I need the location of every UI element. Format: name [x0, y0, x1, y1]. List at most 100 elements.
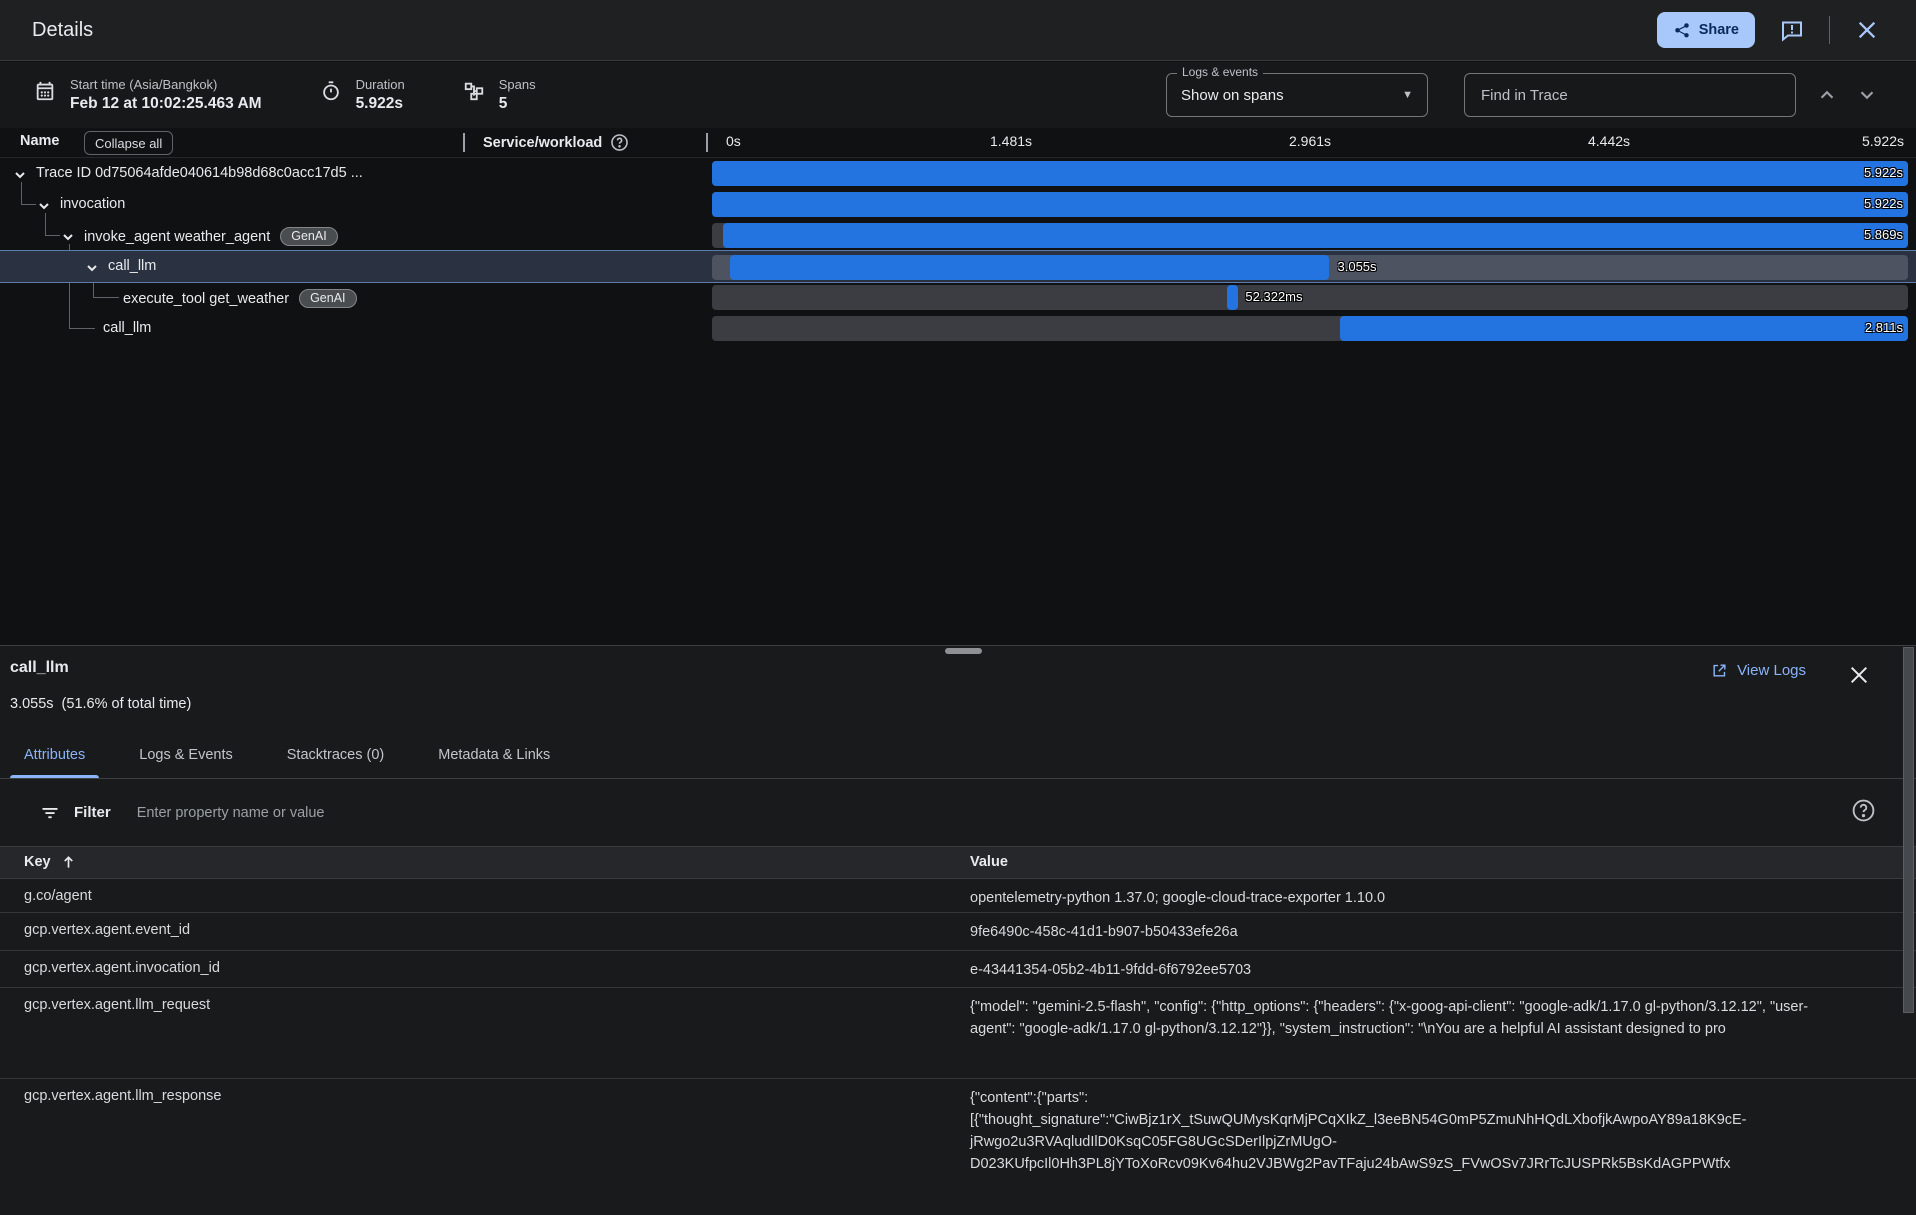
tabs-divider	[0, 778, 1916, 779]
span-row-trace[interactable]: Trace ID 0d75064afde040614b98d68c0acc17d…	[0, 158, 1916, 189]
span-name: execute_tool get_weather GenAI	[123, 289, 357, 308]
logs-events-value: Show on spans	[1181, 86, 1284, 104]
attribute-value: {"model": "gemini-2.5-flash", "config": …	[970, 999, 1809, 1037]
key-header-label: Key	[24, 854, 51, 870]
tree-connector	[45, 213, 60, 236]
attribute-key: g.co/agent	[24, 888, 92, 904]
filter-label: Filter	[74, 804, 111, 821]
value-column-header: Value	[970, 854, 1008, 870]
selected-span-duration: 3.055s (51.6% of total time)	[10, 696, 191, 712]
column-divider	[706, 133, 708, 152]
attribute-row[interactable]: gcp.vertex.agent.invocation_id e-4344135…	[0, 951, 1916, 988]
span-bar-track: 3.055s	[712, 255, 1908, 280]
service-column-header: Service/workload	[483, 133, 629, 152]
duration-value: 5.922s	[355, 95, 403, 112]
feedback-icon[interactable]	[1777, 15, 1807, 45]
column-divider	[463, 133, 465, 152]
attribute-value: {"content":{"parts": [{"thought_signatur…	[970, 1090, 1747, 1172]
span-bar[interactable]: 5.922s	[712, 161, 1908, 186]
span-duration-value: 3.055s	[10, 696, 54, 712]
trace-summary-toolbar: Start time (Asia/Bangkok) Feb 12 at 10:0…	[0, 62, 1916, 128]
share-button[interactable]: Share	[1656, 12, 1755, 48]
tick-label: 4.442s	[1587, 133, 1631, 149]
attribute-row[interactable]: gcp.vertex.agent.event_id 9fe6490c-458c-…	[0, 913, 1916, 951]
tab-stacktraces[interactable]: Stacktraces (0)	[285, 732, 387, 778]
logs-events-select[interactable]: Logs & events Show on spans ▼	[1166, 65, 1428, 117]
attribute-key: gcp.vertex.agent.llm_response	[24, 1088, 222, 1104]
span-row-invocation[interactable]: invocation 5.922s	[0, 189, 1916, 220]
span-name: invoke_agent weather_agent GenAI	[84, 227, 338, 246]
filter-input[interactable]	[136, 804, 1882, 821]
attribute-row[interactable]: gcp.vertex.agent.llm_response {"content"…	[0, 1079, 1916, 1215]
span-duration: 3.055s	[1337, 259, 1377, 274]
timer-icon	[320, 80, 342, 107]
find-previous-button[interactable]	[1812, 80, 1842, 110]
help-icon[interactable]	[610, 133, 629, 152]
span-duration-percent: (51.6% of total time)	[61, 696, 192, 712]
key-column-header[interactable]: Key	[24, 854, 76, 870]
chevron-down-icon: ▼	[1402, 89, 1413, 101]
genai-badge: GenAI	[280, 227, 338, 246]
span-name: Trace ID 0d75064afde040614b98d68c0acc17d…	[36, 165, 363, 181]
span-bar[interactable]: 2.811s	[1339, 316, 1908, 341]
tree-connector	[21, 182, 36, 205]
span-duration: 5.869s	[1863, 227, 1903, 242]
duration-summary: Duration 5.922s	[320, 76, 405, 114]
chevron-down-icon[interactable]	[62, 230, 74, 242]
collapse-all-button[interactable]: Collapse all	[84, 131, 174, 155]
span-bar[interactable]: 5.869s	[722, 223, 1908, 248]
span-duration: 52.322ms	[1245, 289, 1303, 304]
attributes-table-body: g.co/agent opentelemetry-python 1.37.0; …	[0, 879, 1916, 1215]
find-in-trace-input[interactable]	[1464, 73, 1796, 117]
span-row-call-llm-selected[interactable]: call_llm 3.055s	[0, 250, 1916, 283]
chevron-down-icon[interactable]	[38, 199, 50, 211]
chevron-down-icon[interactable]	[86, 261, 98, 273]
panel-scrollbar[interactable]	[1903, 647, 1914, 1013]
divider	[1829, 16, 1830, 44]
span-row-invoke-agent[interactable]: invoke_agent weather_agent GenAI 5.869s	[0, 220, 1916, 251]
span-bar-track: 52.322ms	[712, 285, 1908, 310]
span-duration: 5.922s	[1863, 196, 1903, 211]
start-time-label: Start time (Asia/Bangkok)	[70, 77, 218, 92]
waterfall-column-header: Name Collapse all Service/workload 0s 1.…	[0, 128, 1916, 158]
panel-close-icon[interactable]	[1844, 660, 1874, 690]
span-bar[interactable]	[729, 255, 1330, 280]
panel-tabs: Attributes Logs & Events Stacktraces (0)…	[9, 732, 1916, 778]
tab-metadata-links[interactable]: Metadata & Links	[436, 732, 552, 778]
close-icon[interactable]	[1852, 15, 1882, 45]
attribute-key: gcp.vertex.agent.event_id	[24, 922, 191, 938]
attribute-value: opentelemetry-python 1.37.0; google-clou…	[970, 890, 1386, 906]
span-bar-track: 5.869s	[712, 223, 1908, 248]
sort-ascending-icon	[61, 854, 76, 870]
view-logs-label: View Logs	[1737, 662, 1806, 679]
span-bar[interactable]: 5.922s	[712, 192, 1908, 217]
external-link-icon	[1711, 662, 1728, 679]
span-name-text: invoke_agent weather_agent	[84, 229, 271, 245]
service-column-label: Service/workload	[483, 134, 603, 151]
toolbar-right: Logs & events Show on spans ▼	[1166, 65, 1882, 117]
calendar-icon	[34, 80, 56, 107]
tab-logs-events[interactable]: Logs & Events	[137, 732, 235, 778]
span-bar-track: 2.811s	[712, 316, 1908, 341]
span-bar[interactable]	[1227, 285, 1239, 310]
span-row-call-llm-2[interactable]: call_llm 2.811s	[0, 313, 1916, 344]
attribute-row[interactable]: gcp.vertex.agent.llm_request {"model": "…	[0, 988, 1916, 1079]
tab-attributes[interactable]: Attributes	[9, 732, 100, 778]
span-bar-track: 5.922s	[712, 161, 1908, 186]
chevron-down-icon[interactable]	[14, 168, 26, 180]
spans-icon	[463, 80, 485, 107]
view-logs-link[interactable]: View Logs	[1711, 662, 1806, 679]
tree-connector	[69, 267, 95, 329]
panel-drag-handle[interactable]	[945, 648, 982, 654]
span-name: invocation	[60, 196, 126, 212]
find-next-button[interactable]	[1852, 80, 1882, 110]
tree-connector	[93, 277, 119, 298]
attribute-row[interactable]: g.co/agent opentelemetry-python 1.37.0; …	[0, 879, 1916, 913]
spans-value: 5	[498, 95, 508, 112]
help-icon[interactable]	[1851, 798, 1876, 823]
span-name: call_llm	[108, 258, 157, 274]
attribute-filter-bar: Filter	[0, 779, 1916, 846]
span-row-execute-tool[interactable]: execute_tool get_weather GenAI 52.322ms	[0, 282, 1916, 313]
span-duration: 5.922s	[1863, 165, 1903, 180]
